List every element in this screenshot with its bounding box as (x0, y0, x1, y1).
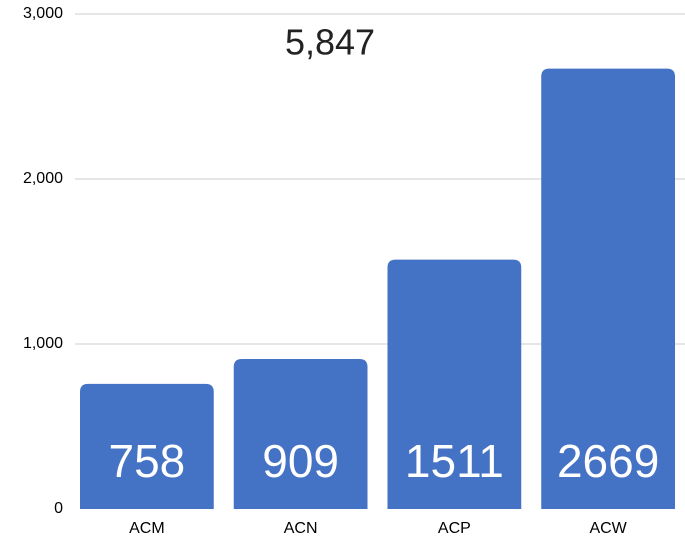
bar (233, 359, 368, 509)
y-tick-label: 1,000 (23, 335, 63, 352)
data-label: 1511 (405, 435, 504, 487)
data-label: 909 (262, 435, 339, 487)
bar (79, 383, 214, 509)
x-tick-label: ACW (589, 520, 627, 537)
bar (387, 259, 522, 509)
y-tick-label: 0 (54, 500, 63, 517)
x-tick-label: ACM (129, 520, 165, 537)
bar (541, 68, 676, 510)
chart-title: 5,847 (285, 22, 375, 63)
y-tick-label: 3,000 (23, 5, 63, 22)
x-tick-label: ACN (284, 520, 318, 537)
y-tick-label: 2,000 (23, 170, 63, 187)
data-label: 758 (109, 435, 186, 487)
x-tick-label: ACP (438, 520, 471, 537)
data-label: 2669 (557, 435, 659, 487)
